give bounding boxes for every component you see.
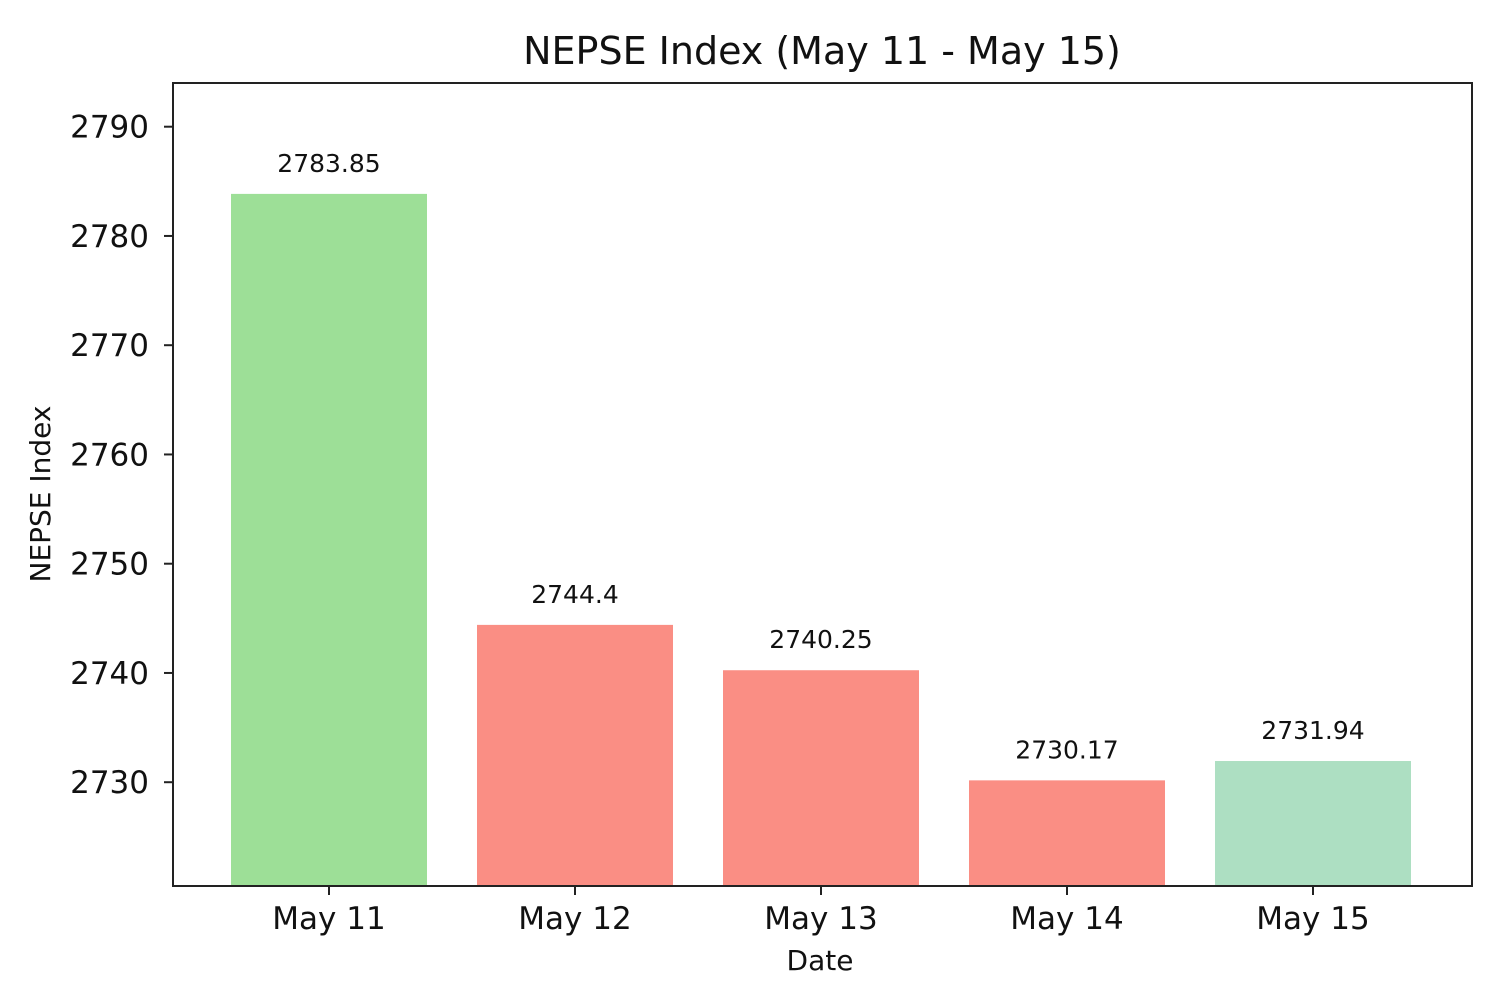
x-tick-label-may-13: May 13 (764, 901, 877, 937)
y-tick-label-2780: 2780 (70, 219, 149, 255)
plot-frame (172, 82, 1473, 887)
data-label-may-15: 2731.94 (1261, 716, 1364, 745)
y-tick-label-2770: 2770 (70, 328, 149, 364)
y-axis-label: NEPSE Index (24, 406, 57, 583)
bar-may-11 (231, 193, 427, 886)
y-tick-label-2730: 2730 (70, 765, 149, 801)
x-axis-label: Date (787, 944, 854, 977)
bar-may-13 (723, 670, 919, 886)
x-tick-label-may-15: May 15 (1256, 901, 1369, 937)
data-label-may-13: 2740.25 (769, 625, 872, 654)
x-tick-label-may-14: May 14 (1010, 901, 1123, 937)
bars-group (231, 193, 1411, 886)
data-label-may-14: 2730.17 (1015, 735, 1118, 764)
y-axis: 2730 2740 2750 2760 2770 2780 2790 (70, 110, 173, 801)
bar-may-15 (1215, 761, 1411, 886)
y-tick-label-2750: 2750 (70, 547, 149, 583)
y-tick-label-2790: 2790 (70, 110, 149, 146)
x-tick-label-may-12: May 12 (518, 901, 631, 937)
x-axis: May 11 May 12 May 13 May 14 May 15 (272, 886, 1370, 937)
bar-may-14 (969, 780, 1165, 886)
y-tick-label-2760: 2760 (70, 437, 149, 473)
data-label-may-12: 2744.4 (531, 580, 618, 609)
x-tick-label-may-11: May 11 (272, 901, 385, 937)
bar-may-12 (477, 624, 673, 886)
y-tick-label-2740: 2740 (70, 656, 149, 692)
data-labels-group: 2783.85 2744.4 2740.25 2730.17 2731.94 (277, 149, 1364, 764)
data-label-may-11: 2783.85 (277, 149, 380, 178)
chart-title: NEPSE Index (May 11 - May 15) (523, 29, 1121, 73)
